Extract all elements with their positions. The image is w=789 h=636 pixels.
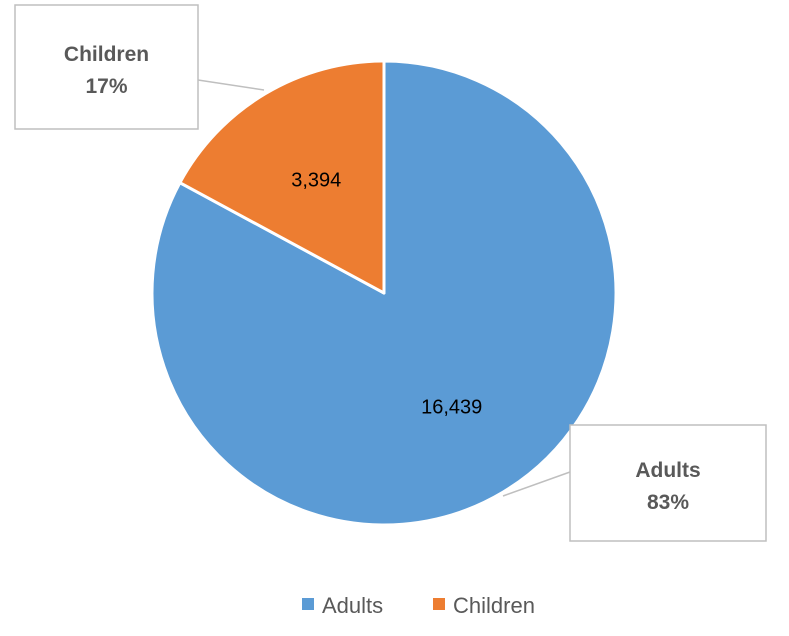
callout-category-children: Children	[64, 43, 149, 66]
callout-percent-children: 17%	[85, 75, 127, 98]
value-labels: 16,439 3,394	[291, 169, 482, 418]
value-label-children: 3,394	[291, 169, 341, 191]
legend-swatch-children	[433, 598, 445, 610]
callout-leader-children	[197, 79, 265, 91]
pie-slice-children	[178, 59, 386, 295]
callout-percent-adults: 83%	[647, 491, 689, 514]
value-label-adults: 16,439	[421, 397, 482, 419]
callout-category-adults: Adults	[635, 459, 700, 482]
callout-box-adults	[569, 424, 767, 542]
callout-box-children	[14, 4, 199, 130]
legend-label-adults: Adults	[322, 593, 383, 618]
legend: Adults Children	[302, 593, 535, 618]
legend-swatch-adults	[302, 598, 314, 610]
callout-leader-adults	[502, 471, 571, 497]
callouts: Adults 83% Children 17%	[14, 4, 767, 542]
legend-label-children: Children	[453, 593, 535, 618]
pie-slices	[150, 59, 618, 527]
